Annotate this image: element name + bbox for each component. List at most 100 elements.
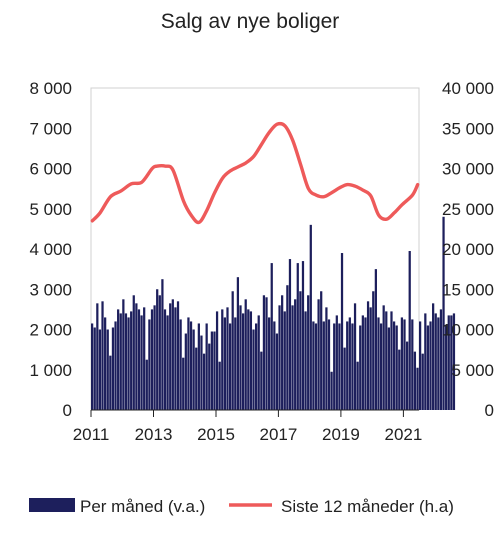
bar (273, 321, 276, 410)
bar (291, 305, 294, 410)
bar (226, 307, 229, 410)
bar (395, 325, 398, 410)
right-tick-label: 10 000 (442, 321, 494, 340)
bar (223, 317, 226, 410)
bar (429, 321, 432, 410)
legend-bar-swatch (29, 498, 75, 512)
bar (218, 361, 221, 410)
bar (176, 301, 180, 410)
left-tick-label: 7 000 (29, 119, 72, 138)
right-tick-label: 30 000 (442, 160, 494, 179)
bar (104, 317, 107, 410)
bar (314, 323, 318, 410)
bar (143, 307, 146, 410)
bar (163, 309, 167, 411)
bar (419, 321, 422, 410)
bar (309, 224, 312, 410)
bar (260, 351, 263, 410)
x-axis: 2011 2013 2015 2017 2019 2021 (73, 410, 422, 444)
right-tick-label: 40 000 (442, 79, 494, 98)
bar (270, 263, 273, 410)
bar (411, 319, 414, 410)
bar (338, 323, 341, 410)
bar (174, 307, 177, 410)
bar (228, 323, 232, 410)
bar (366, 301, 370, 410)
bar (127, 317, 130, 410)
bar (434, 313, 437, 410)
bar (340, 253, 344, 410)
left-axis: 0 1 000 2 000 3 000 4 000 5 000 6 000 7 000 8 00… (29, 79, 72, 420)
bar (398, 349, 401, 411)
bar (189, 321, 193, 410)
bar (145, 359, 148, 410)
bar (150, 309, 154, 411)
bar (156, 289, 159, 410)
line-series (90, 121, 420, 225)
bar (114, 321, 117, 410)
bar (135, 303, 138, 410)
bar (296, 263, 299, 410)
bar (283, 311, 286, 410)
bar (184, 333, 187, 410)
bar (288, 259, 292, 410)
bar (351, 323, 354, 410)
bar (249, 311, 253, 410)
bar (361, 315, 364, 410)
bar (166, 315, 169, 410)
chart-title: Salg av nye boliger (161, 10, 340, 33)
bar (161, 279, 164, 410)
bar (312, 321, 315, 410)
left-tick-label: 6 000 (29, 160, 72, 179)
bar (187, 317, 190, 410)
bar (346, 321, 349, 410)
left-tick-label: 3 000 (29, 280, 72, 299)
left-tick-label: 1 000 (29, 361, 72, 380)
bar (442, 216, 445, 410)
x-tick-label: 2011 (73, 425, 110, 444)
bar (405, 341, 409, 410)
right-tick-label: 15 000 (442, 280, 494, 299)
bar (241, 313, 245, 410)
bar (106, 329, 109, 410)
bar (281, 295, 284, 410)
bar (109, 355, 112, 410)
bar (221, 309, 224, 411)
bar (213, 331, 216, 410)
bar (148, 319, 151, 410)
bar (200, 335, 203, 410)
bar (208, 343, 211, 410)
bar (140, 315, 143, 410)
bar (413, 351, 417, 410)
bar (231, 291, 234, 410)
bar (333, 323, 336, 410)
bar (252, 329, 255, 410)
bar (101, 301, 104, 410)
right-tick-label: 20 000 (442, 240, 494, 259)
left-tick-label: 8 000 (29, 79, 72, 98)
bar (408, 251, 411, 410)
bar (98, 329, 102, 410)
bar (317, 299, 320, 410)
bar (122, 299, 125, 410)
bar (356, 361, 359, 410)
bar (275, 333, 279, 410)
bar (307, 295, 310, 410)
bar (299, 291, 302, 410)
bar (137, 309, 141, 411)
bar (239, 305, 242, 410)
bar (236, 277, 240, 410)
bar (202, 353, 206, 410)
right-tick-label: 5 000 (451, 361, 494, 380)
bar (195, 347, 198, 410)
bar (392, 321, 396, 410)
left-tick-label: 5 000 (29, 200, 72, 219)
bar (450, 315, 453, 410)
bar (439, 309, 443, 411)
bar (387, 327, 390, 410)
bar (244, 299, 247, 410)
bar (379, 323, 383, 410)
right-axis: 0 5 000 10 000 15 000 20 000 25 000 30 000 35 0… (442, 79, 494, 420)
legend-bar-label: Per måned (v.a.) (80, 497, 205, 516)
